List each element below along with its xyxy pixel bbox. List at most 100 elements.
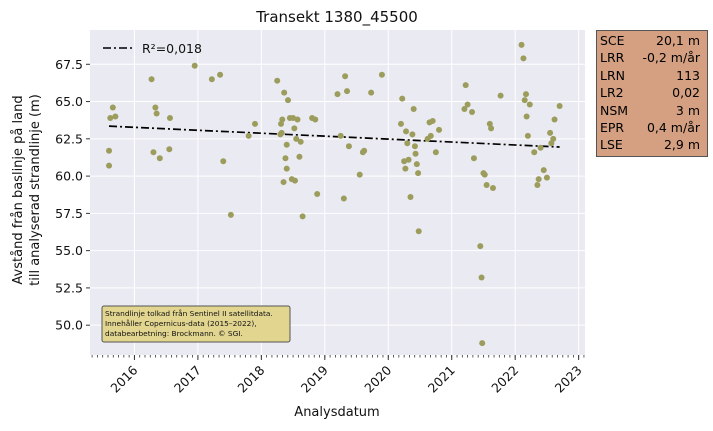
- data-point: [368, 89, 375, 96]
- data-point: [148, 76, 155, 83]
- data-point: [521, 97, 528, 104]
- x-tick-label: 2020: [361, 362, 394, 395]
- data-point: [464, 101, 471, 108]
- data-point: [531, 149, 538, 156]
- data-point: [497, 92, 504, 99]
- data-point: [478, 274, 485, 281]
- data-point: [523, 113, 530, 120]
- data-point: [524, 132, 531, 139]
- data-point: [412, 150, 419, 157]
- data-point: [112, 113, 119, 120]
- data-point: [280, 179, 287, 186]
- y-axis-ticks: 50.0 52.5 55.0 57.5 60.0 62.5 65.0 67.5: [55, 57, 90, 333]
- data-source-note-line-3: databearbetning: Brockmann. © SGI.: [105, 329, 243, 338]
- y-tick-label: 57.5: [55, 206, 83, 221]
- stats-key-sce: SCE: [600, 33, 625, 48]
- data-source-note: Strandlinje tolkad från Sentinel II sate…: [101, 305, 291, 343]
- data-point: [409, 131, 416, 138]
- stats-value-lse: 2,9 m: [663, 137, 700, 153]
- x-tick-label: 2018: [234, 362, 267, 395]
- data-point: [217, 71, 224, 78]
- plot-area: [90, 30, 585, 355]
- data-point: [429, 117, 436, 124]
- y-tick-label: 55.0: [55, 243, 83, 258]
- y-tick-label: 67.5: [55, 57, 83, 72]
- data-point: [537, 144, 544, 151]
- data-point: [427, 132, 434, 139]
- data-point: [279, 116, 286, 123]
- data-point: [109, 104, 116, 111]
- stats-value-sce: 20,1 m: [656, 33, 700, 48]
- data-point: [342, 73, 349, 80]
- data-point: [314, 190, 321, 197]
- data-point: [415, 170, 422, 177]
- legend-label: R²=0,018: [142, 41, 202, 56]
- data-point: [469, 108, 476, 115]
- data-point: [403, 128, 410, 135]
- data-point: [166, 146, 173, 153]
- trend-line: [108, 125, 560, 148]
- data-point: [299, 213, 306, 220]
- data-point: [550, 135, 557, 142]
- x-tick-label: 2021: [425, 363, 458, 396]
- data-point: [361, 147, 368, 154]
- x-axis-label: Analysdatum: [294, 405, 379, 420]
- data-point: [106, 147, 113, 154]
- data-point: [252, 120, 258, 127]
- data-point: [520, 55, 527, 62]
- x-axis-ticks: 2016 2017 2018 2019 2020 2021 2022 2023: [91, 355, 585, 396]
- stats-row-epr: EPR 0,4 m/år: [600, 119, 704, 136]
- chart-title: Transekt 1380_45500: [255, 8, 418, 27]
- data-point: [479, 340, 486, 347]
- data-source-note-line-2: Innehåller Copernicus-data (2015–2022),: [105, 319, 257, 328]
- stats-value-lrn: 113: [676, 67, 700, 83]
- data-point: [208, 76, 215, 83]
- data-point: [461, 106, 468, 113]
- data-point: [274, 77, 281, 84]
- stats-row-sce: SCE 20,1 m: [600, 32, 704, 49]
- data-point: [432, 149, 439, 156]
- y-tick-label: 52.5: [55, 280, 83, 295]
- data-source-note-box: [101, 305, 291, 343]
- data-point: [334, 91, 341, 98]
- stats-key-lrr: LRR: [600, 50, 625, 66]
- data-point: [551, 116, 558, 123]
- y-axis-label-line-2: till analyserad strandlinje (m): [28, 94, 43, 286]
- data-point: [278, 129, 285, 136]
- data-point: [344, 88, 351, 95]
- stats-row-nsm: NSM 3 m: [600, 102, 704, 119]
- data-point: [534, 182, 541, 189]
- data-point: [436, 126, 443, 133]
- data-point: [227, 211, 234, 218]
- data-point: [297, 138, 304, 145]
- data-point: [489, 185, 496, 192]
- y-tick-label: 65.0: [55, 94, 83, 109]
- data-point: [152, 104, 159, 111]
- data-point: [107, 114, 114, 121]
- data-point: [291, 125, 298, 132]
- stats-key-lr2: LR2: [600, 85, 624, 101]
- data-point: [481, 171, 488, 178]
- data-point: [413, 161, 420, 168]
- data-point: [399, 95, 406, 102]
- data-source-note-line-1: Strandlinje tolkad från Sentinel II sate…: [105, 309, 273, 318]
- stats-value-nsm: 3 m: [675, 102, 700, 118]
- x-tick-label: 2019: [298, 362, 331, 395]
- stats-key-epr: EPR: [600, 120, 625, 136]
- data-point: [156, 155, 163, 162]
- data-point: [106, 162, 113, 169]
- data-point: [340, 195, 347, 202]
- stats-key-nsm: NSM: [600, 102, 629, 118]
- data-point: [291, 177, 298, 184]
- data-point: [282, 155, 289, 162]
- data-point: [411, 143, 418, 150]
- data-point: [540, 167, 547, 174]
- data-point: [337, 132, 344, 139]
- y-tick-label: 50.0: [55, 318, 83, 333]
- data-point: [526, 101, 533, 108]
- data-point: [166, 114, 173, 121]
- stats-row-lr2: LR2 0,02: [600, 84, 704, 101]
- data-point: [191, 62, 198, 69]
- stats-key-lse: LSE: [600, 137, 623, 153]
